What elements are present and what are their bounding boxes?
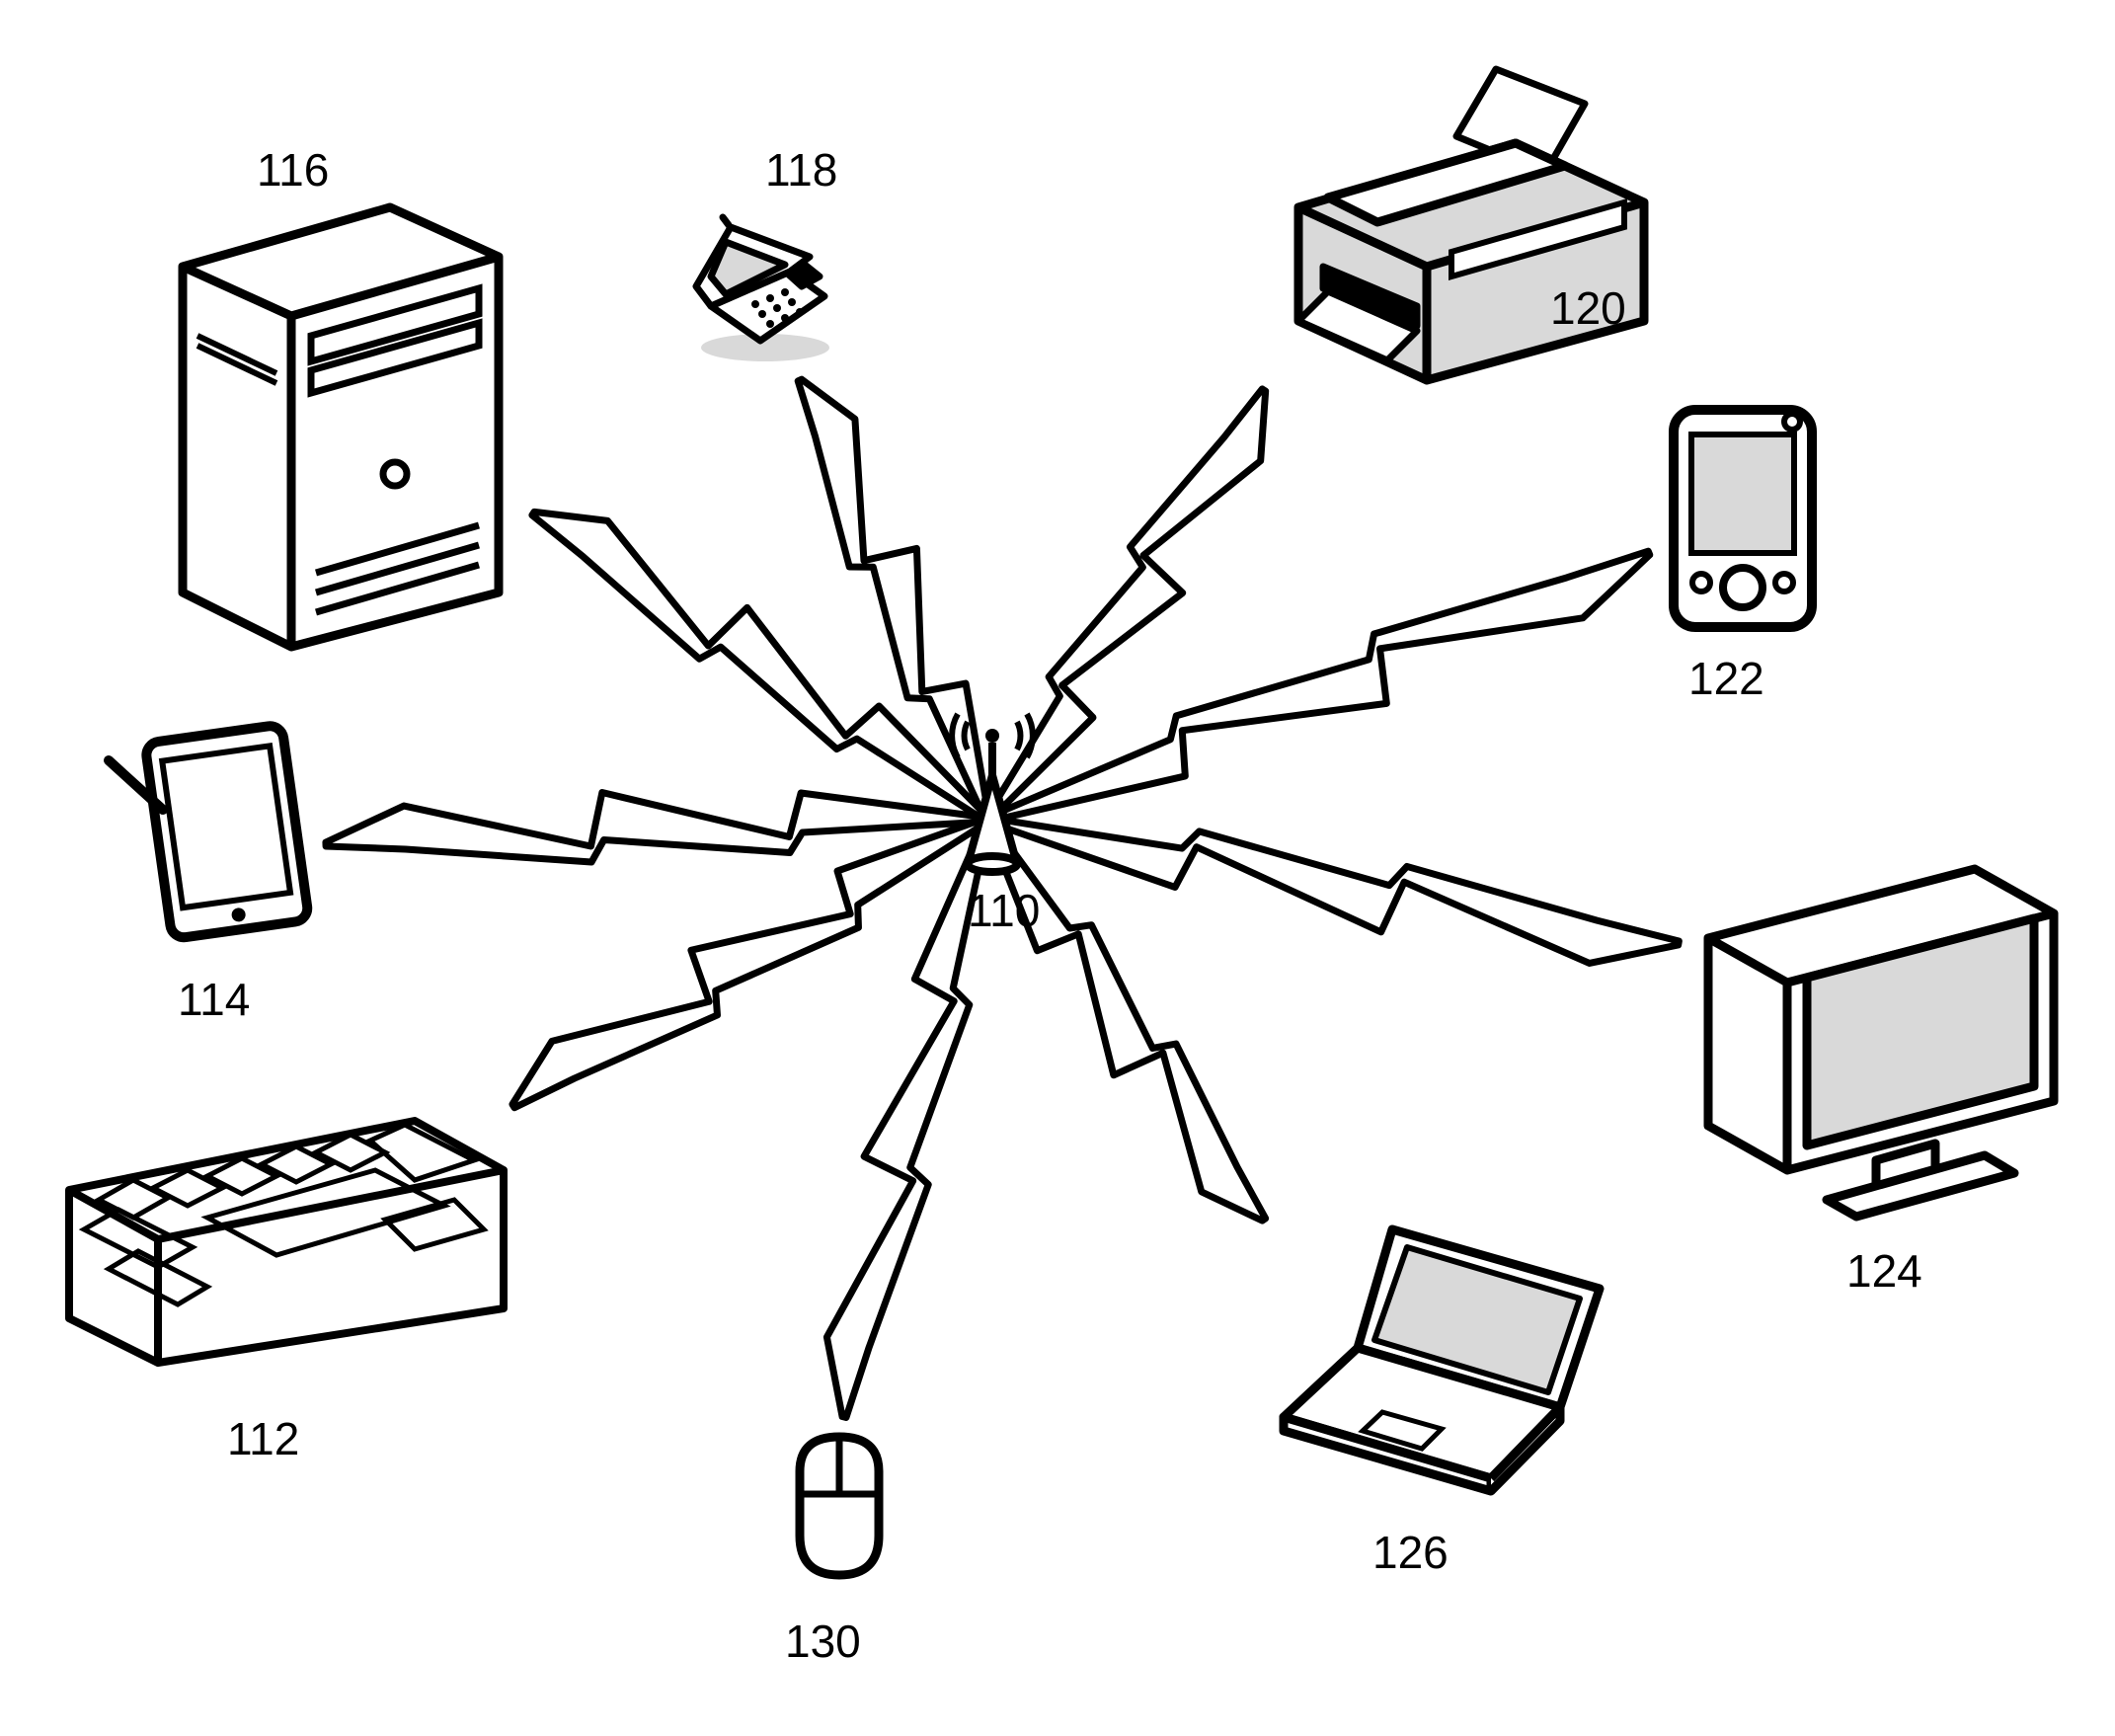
pda-label: 122	[1688, 652, 1764, 705]
tower-pc-label: 116	[257, 143, 329, 197]
mouse-label: 130	[785, 1615, 861, 1668]
monitor-label: 124	[1846, 1244, 1922, 1298]
flip-phone-icon	[671, 217, 839, 365]
hub-label: 110	[968, 884, 1040, 937]
wireless-link-126	[985, 819, 1265, 1221]
flip-phone-label: 118	[765, 143, 837, 197]
pda-icon	[1664, 400, 1822, 637]
tablet-label: 114	[178, 973, 250, 1026]
wireless-link-122	[986, 551, 1649, 822]
laptop-label: 126	[1372, 1526, 1449, 1579]
keyboard-icon	[59, 1111, 513, 1368]
tablet-icon	[104, 721, 311, 948]
hub-access-point-icon	[948, 716, 1037, 874]
tower-pc-icon	[163, 197, 518, 652]
monitor-icon	[1688, 859, 2074, 1215]
laptop-icon	[1264, 1220, 1619, 1496]
diagram-canvas: 110 112 114	[0, 0, 2115, 1736]
mouse-icon	[780, 1427, 899, 1585]
keyboard-label: 112	[227, 1412, 299, 1465]
printer-label: 120	[1550, 281, 1626, 335]
printer-icon	[1269, 59, 1664, 385]
